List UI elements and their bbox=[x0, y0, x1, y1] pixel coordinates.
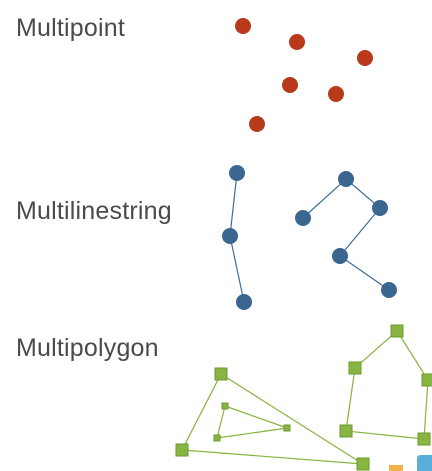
point-2 bbox=[289, 34, 305, 50]
point-3 bbox=[357, 50, 373, 66]
line-vertex bbox=[332, 248, 348, 264]
polygon-vertex bbox=[417, 432, 431, 446]
polygon-vertex bbox=[390, 324, 404, 338]
polygon-vertex bbox=[348, 361, 362, 375]
multipolygon-group bbox=[175, 324, 432, 471]
multipoint-group bbox=[235, 18, 373, 132]
point-6 bbox=[249, 116, 265, 132]
multipoint-label: Multipoint bbox=[16, 14, 125, 42]
line-vertex bbox=[372, 200, 388, 216]
polygon-vertex bbox=[175, 443, 189, 457]
multilinestring-group bbox=[222, 165, 397, 310]
line-vertex bbox=[222, 228, 238, 244]
line-vertex bbox=[338, 171, 354, 187]
polygon-2 bbox=[345, 330, 429, 440]
point-1 bbox=[235, 18, 251, 34]
polygon-vertex-small bbox=[283, 424, 291, 432]
polygon-vertex-small bbox=[213, 434, 221, 442]
polygon-1-outer bbox=[181, 373, 364, 465]
point-5 bbox=[328, 86, 344, 102]
polygon-1-hole bbox=[216, 405, 288, 439]
line-vertex bbox=[295, 210, 311, 226]
polygon-vertex bbox=[356, 457, 370, 471]
line-vertex bbox=[236, 294, 252, 310]
polygon-vertex bbox=[339, 424, 353, 438]
partial-shape-blue bbox=[417, 455, 432, 471]
line-vertex bbox=[381, 282, 397, 298]
multipolygon-label: Multipolygon bbox=[16, 334, 159, 362]
polygon-vertex bbox=[421, 373, 432, 387]
polygon-vertex-small bbox=[221, 402, 229, 410]
polygon-vertex bbox=[214, 367, 228, 381]
linestring-2 bbox=[302, 178, 390, 291]
multilinestring-label: Multilinestring bbox=[16, 197, 172, 225]
partial-shape-orange bbox=[389, 465, 403, 471]
line-vertex bbox=[229, 165, 245, 181]
point-4 bbox=[282, 77, 298, 93]
